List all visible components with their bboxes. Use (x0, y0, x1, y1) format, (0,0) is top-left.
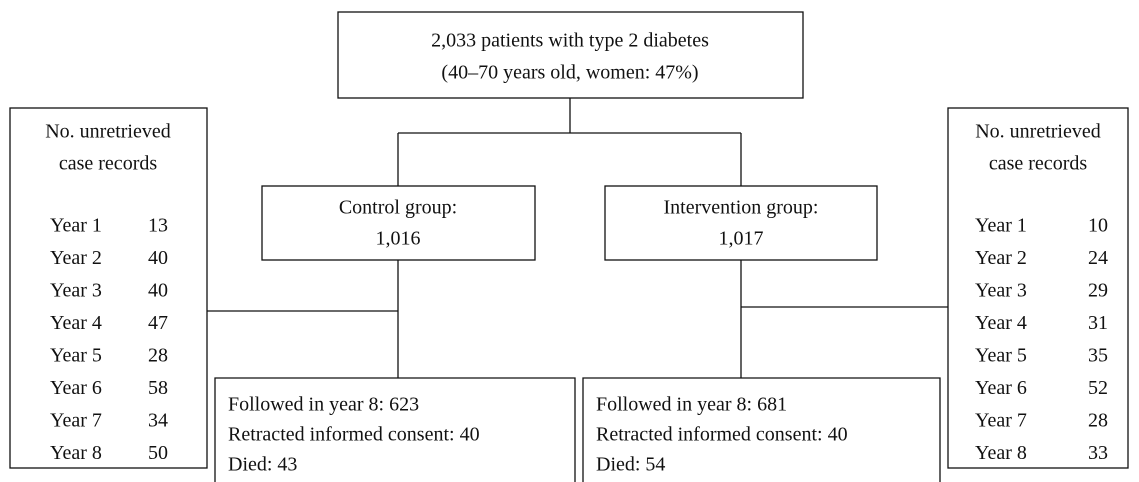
connector (207, 260, 399, 378)
year-label: Year 5 (975, 345, 1027, 367)
group-box (261, 185, 536, 261)
year-label: Year 3 (975, 280, 1027, 302)
group-box (604, 185, 878, 261)
top-box (337, 11, 804, 99)
year-count: 47 (148, 312, 168, 334)
year-count: 33 (1088, 442, 1108, 464)
outcome-box (582, 377, 941, 482)
year-label: Year 2 (50, 247, 102, 269)
outcome-box (214, 377, 576, 482)
group-count: 1,017 (719, 228, 764, 250)
year-count: 35 (1088, 345, 1108, 367)
unretrieved-title: No. unretrieved (45, 121, 171, 143)
year-count: 28 (1088, 410, 1108, 432)
year-label: Year 2 (975, 247, 1027, 269)
year-count: 28 (148, 345, 168, 367)
year-count: 13 (148, 215, 168, 237)
year-count: 40 (148, 247, 168, 269)
year-count: 24 (1088, 247, 1108, 269)
year-label: Year 7 (975, 410, 1027, 432)
outcome-line: Followed in year 8: 623 (228, 394, 419, 416)
year-label: Year 1 (50, 215, 102, 237)
outcome-line: Retracted informed consent: 40 (596, 424, 848, 446)
year-count: 34 (148, 410, 168, 432)
year-label: Year 5 (50, 345, 102, 367)
year-count: 52 (1088, 377, 1108, 399)
year-label: Year 8 (975, 442, 1027, 464)
year-count: 58 (148, 377, 168, 399)
year-label: Year 8 (50, 442, 102, 464)
year-count: 50 (148, 442, 168, 464)
year-label: Year 6 (975, 377, 1027, 399)
year-count: 31 (1088, 312, 1108, 334)
year-label: Year 4 (975, 312, 1027, 334)
connector (397, 98, 742, 186)
year-label: Year 1 (975, 215, 1027, 237)
top-line: (40–70 years old, women: 47%) (441, 62, 698, 84)
unretrieved-box (947, 107, 1129, 469)
outcome-line: Retracted informed consent: 40 (228, 424, 480, 446)
outcome-line: Followed in year 8: 681 (596, 394, 787, 416)
top-line: 2,033 patients with type 2 diabetes (431, 30, 709, 52)
outcome-line: Died: 43 (228, 454, 297, 476)
unretrieved-title: case records (59, 153, 157, 175)
unretrieved-title: case records (989, 153, 1087, 175)
group-label: Control group: (339, 197, 457, 219)
year-count: 40 (148, 280, 168, 302)
unretrieved-title: No. unretrieved (975, 121, 1101, 143)
unretrieved-box (9, 107, 208, 469)
year-label: Year 6 (50, 377, 102, 399)
group-label: Intervention group: (664, 197, 819, 219)
year-label: Year 3 (50, 280, 102, 302)
year-count: 10 (1088, 215, 1108, 237)
year-label: Year 7 (50, 410, 102, 432)
connector (740, 260, 948, 378)
year-count: 29 (1088, 280, 1108, 302)
outcome-line: Died: 54 (596, 454, 665, 476)
year-label: Year 4 (50, 312, 102, 334)
group-count: 1,016 (376, 228, 421, 250)
